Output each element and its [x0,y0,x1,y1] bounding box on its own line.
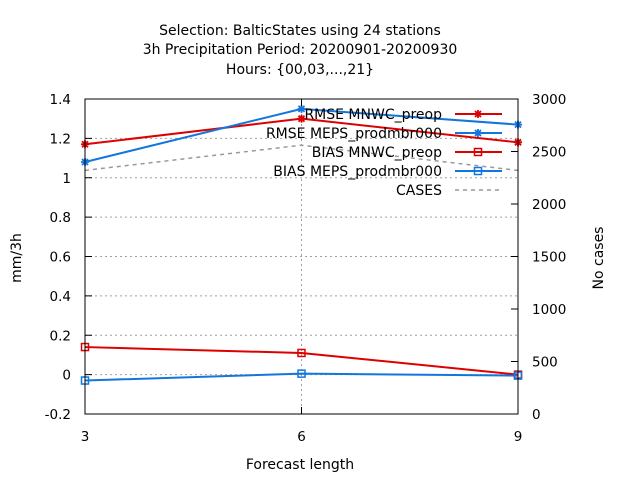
star-marker [297,104,306,113]
legend-label: BIAS MEPS_prodmbr000 [273,164,442,180]
title-line-3: Hours: {00,03,...,21} [226,62,374,78]
legend-label: RMSE MEPS_prodmbr000 [266,126,442,142]
y-tick-label: 0.8 [50,210,71,226]
y-tick-label: 1 [62,171,71,187]
star-marker [474,110,482,118]
y2-tick-label: 1500 [532,250,566,266]
chart-title: Selection: BalticStates using 24 station… [143,23,458,78]
series-line [84,144,519,172]
legend: RMSE MNWC_preop RMSE MEPS_prodmbr000 BIAS … [266,107,502,199]
y2-axis-title: No cases [591,227,607,290]
y2-tick-label: 0 [532,407,541,423]
series-line [84,346,519,376]
y2-tick-label: 2000 [532,197,566,213]
square-marker [297,369,306,378]
star-marker [297,114,306,123]
square-marker [473,166,483,176]
series-bias-meps-prodmbr000 [80,369,523,385]
grid-lines [85,99,518,414]
y2-tick-label: 2500 [532,145,566,161]
y-axis-title: mm/3h [9,233,25,283]
x-tick-label: 6 [297,429,306,445]
square-marker [473,147,483,157]
axis-ticks: -0.2 0 0.2 0.4 0.6 0.8 1 1.2 1.4 0 500 1000 1500 2000… [45,92,567,445]
x-tick-label: 3 [81,429,90,445]
square-marker [297,348,306,358]
y2-tick-label: 500 [532,355,558,371]
legend-label: BIAS MNWC_preop [312,145,442,161]
x-tick-label: 9 [514,429,523,445]
y-tick-label: 1.2 [50,131,71,147]
y-tick-label: 0.2 [50,328,71,344]
y2-tick-label: 3000 [532,92,566,108]
y-tick-label: 0.4 [50,289,71,305]
y-tick-label: -0.2 [45,407,71,423]
series-line [84,372,519,382]
title-line-2: 3h Precipitation Period: 20200901-202009… [143,42,458,58]
legend-label: RMSE MNWC_preop [304,107,442,123]
y-tick-label: 0.6 [50,250,71,266]
legend-label: CASES [396,183,442,199]
title-line-1: Selection: BalticStates using 24 station… [159,23,441,39]
x-axis-title: Forecast length [246,457,354,473]
series-cases [84,144,519,172]
y2-tick-label: 1000 [532,302,566,318]
y-tick-label: 0 [62,368,71,384]
y-tick-label: 1.4 [50,92,71,108]
star-marker [474,129,482,137]
